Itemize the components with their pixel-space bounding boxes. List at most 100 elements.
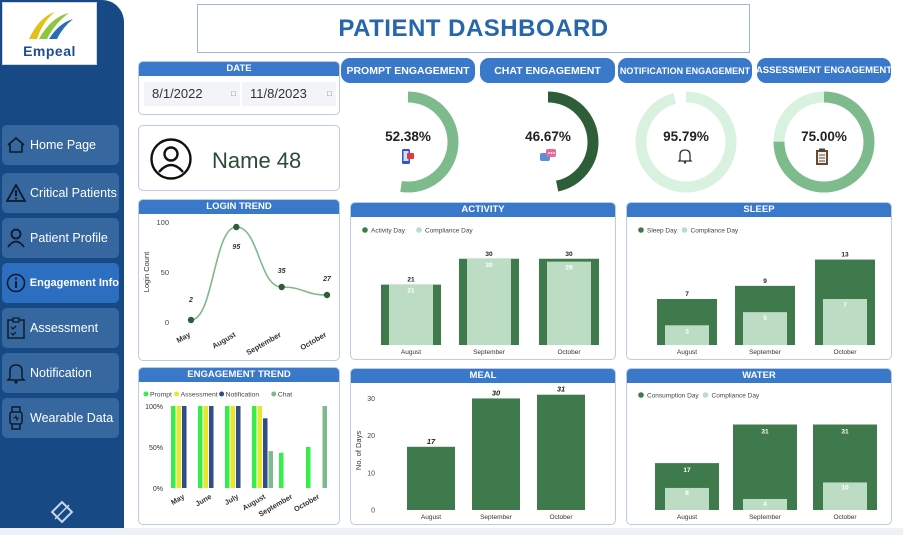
outer-bar	[733, 424, 797, 510]
data-label: 30	[485, 251, 493, 258]
data-label: 27	[322, 276, 332, 283]
water-title: WATER	[627, 369, 891, 383]
y-tick-label: 30	[367, 396, 375, 403]
nav-wearable-data[interactable]: Wearable Data	[2, 398, 119, 438]
nav-critical-patients[interactable]: Critical Patients	[2, 173, 119, 213]
engagement-bar	[230, 406, 235, 488]
y-tick-label: 20	[367, 433, 375, 440]
page-title: PATIENT DASHBOARD	[197, 4, 750, 53]
inner-bar	[547, 261, 591, 345]
meal-bar	[537, 394, 585, 510]
data-label: 30	[565, 251, 573, 258]
notification-engagement-gauge: 95.79%	[631, 87, 741, 197]
sidebar: Empeal Home Page Critical Patients Patie…	[0, 0, 124, 528]
diamond-icon[interactable]	[48, 498, 76, 526]
x-tick-label: October	[557, 349, 581, 356]
y-tick-label: 0	[165, 318, 169, 327]
engagement-bar	[252, 406, 257, 488]
gauge-value: 75.00%	[801, 129, 847, 144]
engagement-bar	[268, 451, 273, 488]
engagement-bar	[322, 406, 327, 488]
meal-card: MEAL 0 10 20 30 No. of Days 17 August 30 Septemb…	[350, 368, 616, 525]
nav-patient-profile[interactable]: Patient Profile	[2, 218, 119, 258]
nav-label: Notification	[30, 366, 92, 380]
assessment-engagement-gauge: 75.00%	[769, 87, 879, 197]
x-tick-label: June	[194, 492, 213, 508]
data-label: 31	[761, 429, 769, 436]
gauge-arc	[497, 91, 599, 193]
legend-label: Chat	[278, 392, 292, 399]
legend-label: Consumption Day	[647, 393, 699, 400]
person-icon	[2, 228, 30, 248]
x-tick-label: July	[223, 491, 241, 507]
data-label: 13	[841, 252, 849, 259]
date-start-input[interactable]: 8/1/2022 □	[144, 82, 240, 106]
legend-label: Compliance Day	[691, 228, 739, 235]
legend-marker	[271, 391, 277, 397]
y-tick-label: 10	[367, 470, 375, 477]
x-tick-label: October	[299, 330, 328, 352]
activity-chart: Activity Day Compliance Day 21 21 August 30 30…	[362, 227, 599, 356]
gauge-value: 52.38%	[385, 129, 431, 144]
data-label: 8	[685, 490, 689, 497]
prompt-engagement-label: PROMPT ENGAGEMENT	[341, 58, 475, 83]
data-label: 35	[278, 268, 286, 275]
engagement-bar	[209, 406, 214, 488]
calendar-icon[interactable]: □	[231, 89, 236, 98]
gauge-arc	[357, 91, 459, 193]
y-tick-label: 50	[161, 268, 169, 277]
logo-swoosh-icon	[29, 12, 73, 39]
data-label: 30	[485, 262, 493, 269]
gauge-arc	[635, 91, 737, 193]
x-tick-label: September	[749, 514, 782, 521]
x-tick-label: October	[833, 514, 857, 521]
y-tick-label: 50%	[149, 445, 163, 452]
legend-marker	[702, 392, 709, 398]
x-tick-label: September	[480, 514, 513, 521]
nav-label: Home Page	[30, 138, 97, 152]
nav-label: Patient Profile	[30, 231, 108, 245]
legend-label: Notification	[226, 392, 260, 399]
login-point	[323, 291, 331, 299]
home-icon	[2, 136, 30, 154]
notification-engagement-label: NOTIFICATION ENGAGEMENT	[618, 58, 752, 83]
y-tick-label: 0%	[153, 486, 163, 493]
data-label: 17	[427, 437, 436, 446]
legend-marker	[174, 391, 180, 397]
legend-marker	[416, 227, 422, 233]
data-label: 7	[685, 291, 689, 298]
x-tick-label: September	[473, 349, 506, 356]
nav-home-page[interactable]: Home Page	[2, 125, 119, 165]
data-label: 5	[763, 315, 767, 322]
calendar-icon[interactable]: □	[327, 89, 332, 98]
y-axis-label: No. of Days	[354, 431, 363, 470]
nav-engagement-info[interactable]: Engagement Info	[2, 263, 119, 303]
engagement-bar	[263, 418, 268, 488]
activity-title: ACTIVITY	[351, 203, 615, 217]
nav-notification[interactable]: Notification	[2, 353, 119, 393]
data-label: 10	[841, 484, 849, 491]
data-label: 29	[565, 265, 573, 272]
date-end-input[interactable]: 11/8/2023 □	[242, 82, 336, 106]
gauge-value: 95.79%	[663, 129, 709, 144]
legend-label: Activity Day	[371, 228, 406, 235]
x-tick-label: August	[421, 514, 441, 521]
page-title-text: PATIENT DASHBOARD	[338, 14, 609, 42]
engagement-trend-chart: Prompt Assessment Notification Chat 100% 50% 0…	[143, 391, 327, 519]
x-tick-label: May	[175, 330, 193, 346]
data-label: 7	[843, 302, 847, 309]
user-circle-icon	[150, 138, 192, 185]
engagement-trend-card: ENGAGEMENT TREND Prompt Assessment Notific…	[138, 367, 340, 525]
footer-strip	[0, 528, 903, 535]
data-label: 95	[232, 244, 240, 251]
patient-name: Name 48	[212, 148, 302, 173]
bell-icon	[2, 362, 30, 384]
sleep-chart: Sleep Day Compliance Day 7 3 August 9 5 Septemb…	[638, 227, 875, 356]
legend-label: Compliance Day	[425, 228, 473, 235]
nav-assessment[interactable]: Assessment	[2, 308, 119, 348]
legend-label: Sleep Day	[647, 228, 678, 235]
login-line	[190, 226, 328, 321]
login-point	[278, 283, 285, 291]
legend-marker	[143, 391, 149, 397]
prompt-engagement-gauge: 52.38%	[353, 87, 463, 197]
